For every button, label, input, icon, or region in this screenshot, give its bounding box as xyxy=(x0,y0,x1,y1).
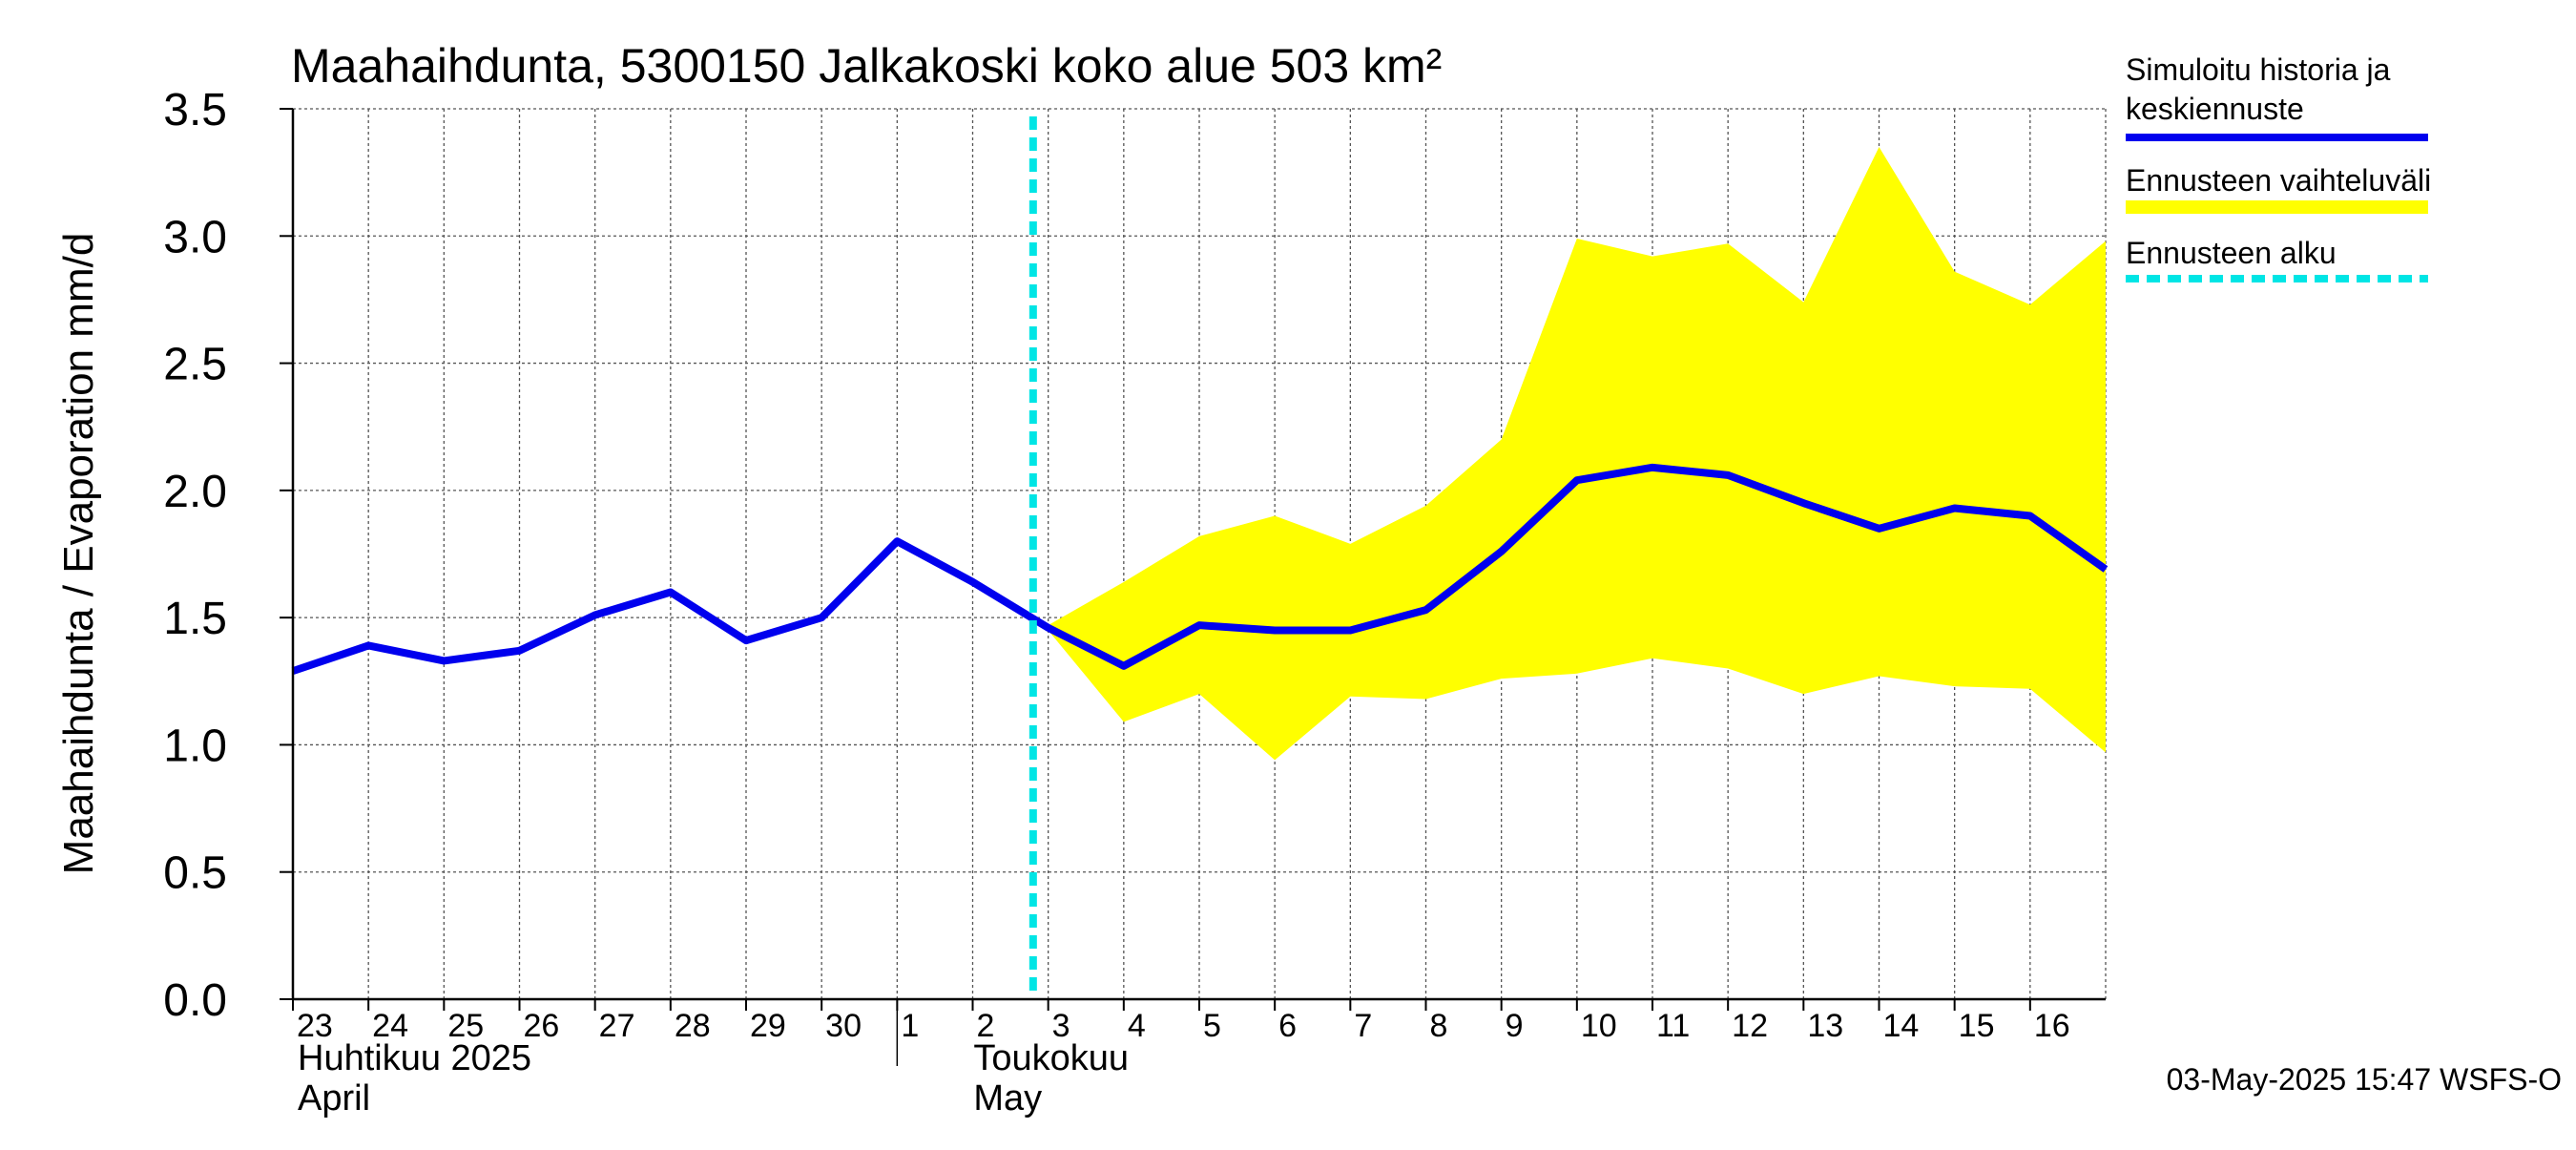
legend-swatch-band xyxy=(2126,200,2428,214)
y-axis-labels: 0.0 0.5 1.0 1.5 2.0 2.5 3.0 3.5 xyxy=(163,85,227,1026)
y-tick-label: 1.5 xyxy=(163,594,227,644)
month-label-english: April xyxy=(298,1078,370,1119)
x-tick-label: 8 xyxy=(1430,1008,1448,1044)
month-label: Huhtikuu 2025 xyxy=(298,1038,531,1078)
chart-title: Maahaihdunta, 5300150 Jalkakoski koko al… xyxy=(291,39,1442,93)
x-tick-label: 7 xyxy=(1354,1008,1372,1044)
month-label: Toukokuu xyxy=(973,1038,1129,1078)
month-label-english: May xyxy=(973,1078,1042,1119)
y-tick-label: 3.5 xyxy=(163,85,227,136)
x-tick-label: 16 xyxy=(2034,1008,2070,1044)
x-tick-label: 27 xyxy=(599,1008,635,1044)
x-tick-label: 29 xyxy=(750,1008,786,1044)
forecast-range-band xyxy=(1049,147,2106,760)
legend-label: Ennusteen alku xyxy=(2126,236,2337,270)
x-tick-label: 11 xyxy=(1656,1008,1690,1044)
x-tick-label: 1 xyxy=(901,1008,919,1044)
x-tick-label: 4 xyxy=(1128,1008,1146,1044)
legend-label: keskiennuste xyxy=(2126,92,2304,126)
x-tick-label: 28 xyxy=(675,1008,711,1044)
x-tick-label: 9 xyxy=(1506,1008,1524,1044)
x-tick-label: 14 xyxy=(1883,1008,1920,1044)
x-tick-label: 13 xyxy=(1807,1008,1843,1044)
legend-label: Simuloitu historia ja xyxy=(2126,52,2391,87)
timestamp: 03-May-2025 15:47 WSFS-O xyxy=(2167,1062,2562,1097)
y-tick-label: 0.0 xyxy=(163,975,227,1026)
legend-label: Ennusteen vaihteluväli xyxy=(2126,163,2431,198)
y-tick-label: 0.5 xyxy=(163,848,227,899)
x-tick-label: 10 xyxy=(1581,1008,1617,1044)
y-tick-label: 1.0 xyxy=(163,721,227,771)
y-tick-label: 2.0 xyxy=(163,467,227,517)
x-tick-label: 5 xyxy=(1203,1008,1221,1044)
legend: Simuloitu historia ja keskiennuste Ennuste… xyxy=(2126,52,2431,279)
y-axis-title: Maahaihdunta / Evaporation mm/d xyxy=(55,233,102,875)
x-tick-label: 6 xyxy=(1278,1008,1297,1044)
x-tick-label: 15 xyxy=(1959,1008,1995,1044)
x-tick-label: 30 xyxy=(825,1008,862,1044)
x-tick-label: 12 xyxy=(1732,1008,1768,1044)
forecast-range-area xyxy=(1049,147,2106,760)
y-tick-label: 2.5 xyxy=(163,340,227,390)
y-tick-label: 3.0 xyxy=(163,212,227,262)
